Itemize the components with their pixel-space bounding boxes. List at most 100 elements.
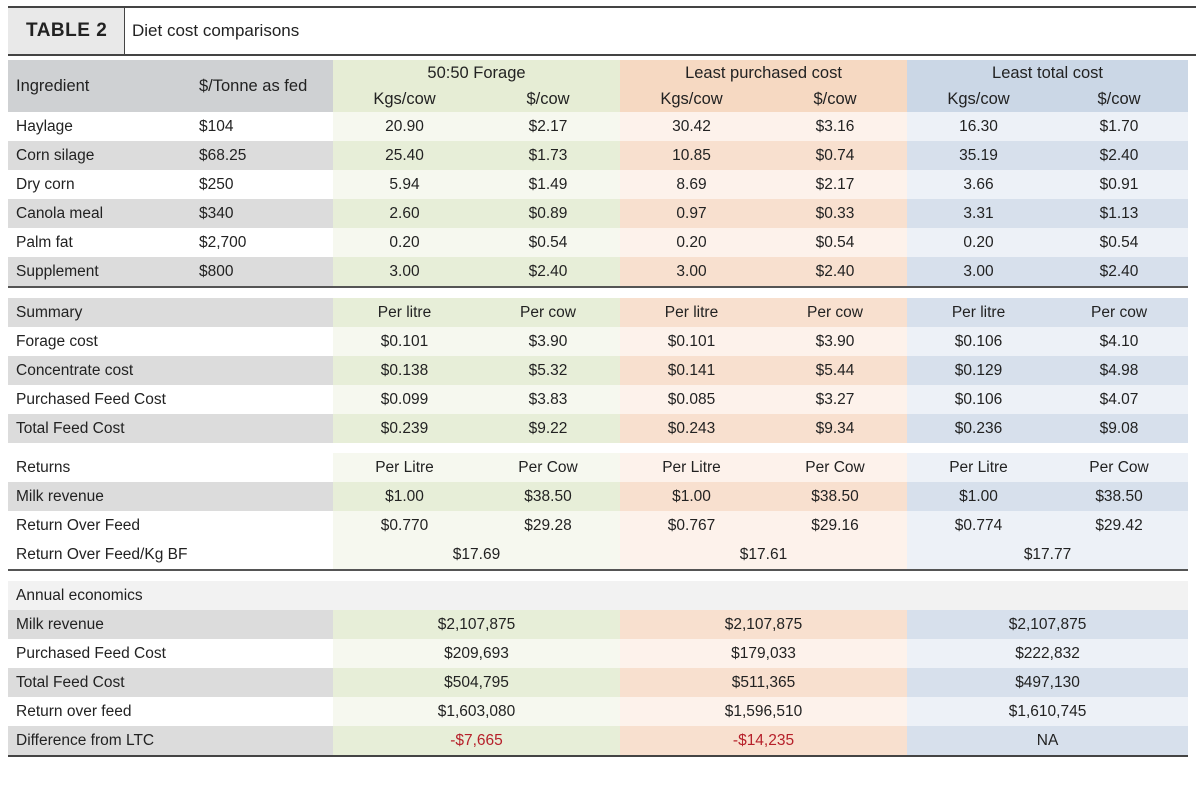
value-cell: $0.91 <box>1050 170 1189 199</box>
ingredient-price: $250 <box>191 170 333 199</box>
annual-row: Difference from LTC -$7,665 -$14,235 NA <box>8 726 1189 755</box>
value-cell: $3.90 <box>476 327 620 356</box>
summary-row: Concentrate cost $0.138 $5.32 $0.141 $5.44 $0… <box>8 356 1189 385</box>
value-cell: $3.83 <box>476 385 620 414</box>
table-title-bar: TABLE 2 Diet cost comparisons <box>8 6 1196 56</box>
value-cell: $504,795 <box>333 668 620 697</box>
header-ingredient: Ingredient <box>8 60 191 112</box>
value-cell: -$14,235 <box>620 726 908 755</box>
value-cell: $1,596,510 <box>620 697 908 726</box>
value-cell: $0.138 <box>333 356 476 385</box>
header-kgs-cow: Kgs/cow <box>620 86 763 112</box>
value-cell: $5.32 <box>476 356 620 385</box>
ingredient-row: Supplement $800 3.00 $2.40 3.00 $2.40 3.00 $2.4… <box>8 257 1189 287</box>
value-cell: $0.243 <box>620 414 763 443</box>
ingredient-price: $340 <box>191 199 333 228</box>
value-cell: $2.17 <box>763 170 908 199</box>
value-cell: $0.101 <box>333 327 476 356</box>
value-cell: $497,130 <box>907 668 1189 697</box>
value-cell: $3.16 <box>763 112 908 141</box>
value-cell: $511,365 <box>620 668 908 697</box>
summary-label: Summary <box>8 298 333 327</box>
value-cell: $1,603,080 <box>333 697 620 726</box>
value-cell: $0.54 <box>763 228 908 257</box>
value-cell: 3.00 <box>620 257 763 287</box>
returns-row: Return Over Feed $0.770 $29.28 $0.767 $29.16… <box>8 511 1189 540</box>
ingredient-name: Dry corn <box>8 170 191 199</box>
value-cell: $2.40 <box>1050 141 1189 170</box>
value-cell: NA <box>907 726 1189 755</box>
value-cell: $9.08 <box>1050 414 1189 443</box>
header-dollar-cow: $/cow <box>476 86 620 112</box>
value-cell: 2.60 <box>333 199 476 228</box>
value-cell: $209,693 <box>333 639 620 668</box>
value-cell: $29.16 <box>763 511 908 540</box>
table-bottom-rule <box>8 755 1188 757</box>
header-row-sub: Kgs/cow $/cow Kgs/cow $/cow Kgs/cow $/cow <box>8 86 1189 112</box>
value-cell: -$7,665 <box>333 726 620 755</box>
summary-row: Purchased Feed Cost $0.099 $3.83 $0.085 $3.2… <box>8 385 1189 414</box>
summary-row-label: Concentrate cost <box>8 356 333 385</box>
summary-row-label: Purchased Feed Cost <box>8 385 333 414</box>
value-cell: 0.20 <box>333 228 476 257</box>
value-cell: $4.98 <box>1050 356 1189 385</box>
value-cell: $0.106 <box>907 385 1051 414</box>
annual-row-label: Return over feed <box>8 697 333 726</box>
returns-bf-label: Return Over Feed/Kg BF <box>8 540 333 570</box>
value-cell: $0.770 <box>333 511 476 540</box>
value-cell: $4.07 <box>1050 385 1189 414</box>
value-cell: $1.13 <box>1050 199 1189 228</box>
value-cell: $0.129 <box>907 356 1051 385</box>
value-cell: $0.239 <box>333 414 476 443</box>
header-group: Least purchased cost <box>620 60 908 86</box>
value-cell: $3.90 <box>763 327 908 356</box>
header-group: Least total cost <box>907 60 1189 86</box>
value-cell: $1,610,745 <box>907 697 1189 726</box>
value-cell: 0.20 <box>620 228 763 257</box>
ingredient-name: Supplement <box>8 257 191 287</box>
value-cell: $222,832 <box>907 639 1189 668</box>
annual-row-label: Milk revenue <box>8 610 333 639</box>
value-cell: $3.27 <box>763 385 908 414</box>
value-cell: $0.54 <box>476 228 620 257</box>
summary-row-label: Total Feed Cost <box>8 414 333 443</box>
value-cell: 0.97 <box>620 199 763 228</box>
returns-row-label: Return Over Feed <box>8 511 333 540</box>
title-divider <box>124 8 125 54</box>
annual-row: Total Feed Cost $504,795 $511,365 $497,130 <box>8 668 1189 697</box>
value-cell: $2,107,875 <box>620 610 908 639</box>
value-cell: 3.00 <box>907 257 1051 287</box>
value-cell: 0.20 <box>907 228 1051 257</box>
value-cell: $0.099 <box>333 385 476 414</box>
value-cell: $4.10 <box>1050 327 1189 356</box>
value-cell: 10.85 <box>620 141 763 170</box>
ingredient-price: $2,700 <box>191 228 333 257</box>
value-cell: $0.74 <box>763 141 908 170</box>
value-cell: $38.50 <box>476 482 620 511</box>
value-cell: 35.19 <box>907 141 1051 170</box>
header-group: 50:50 Forage <box>333 60 620 86</box>
header-kgs-cow: Kgs/cow <box>907 86 1051 112</box>
ingredient-row: Canola meal $340 2.60 $0.89 0.97 $0.33 3.31 $1.… <box>8 199 1189 228</box>
value-cell: $0.89 <box>476 199 620 228</box>
annual-label: Annual economics <box>8 581 1189 610</box>
ingredient-name: Haylage <box>8 112 191 141</box>
annual-header-row: Annual economics <box>8 581 1189 610</box>
value-cell: $17.69 <box>333 540 620 570</box>
value-cell: $1.73 <box>476 141 620 170</box>
value-cell: $2,107,875 <box>333 610 620 639</box>
returns-row-label: Milk revenue <box>8 482 333 511</box>
value-cell: $0.101 <box>620 327 763 356</box>
col-per-litre: Per litre <box>620 298 763 327</box>
summary-row: Forage cost $0.101 $3.90 $0.101 $3.90 $0.106 $… <box>8 327 1189 356</box>
value-cell: 8.69 <box>620 170 763 199</box>
col-per-cow: Per cow <box>476 298 620 327</box>
return-per-bf-row: Return Over Feed/Kg BF $17.69 $17.61 $17.77 <box>8 540 1189 570</box>
ingredient-row: Corn silage $68.25 25.40 $1.73 10.85 $0.74 35.… <box>8 141 1189 170</box>
value-cell: $29.28 <box>476 511 620 540</box>
value-cell: 20.90 <box>333 112 476 141</box>
value-cell: $0.236 <box>907 414 1051 443</box>
ingredient-row: Dry corn $250 5.94 $1.49 8.69 $2.17 3.66 $0.91 <box>8 170 1189 199</box>
value-cell: 3.31 <box>907 199 1051 228</box>
returns-header-row: Returns Per Litre Per Cow Per Litre Per Cow P… <box>8 453 1189 482</box>
